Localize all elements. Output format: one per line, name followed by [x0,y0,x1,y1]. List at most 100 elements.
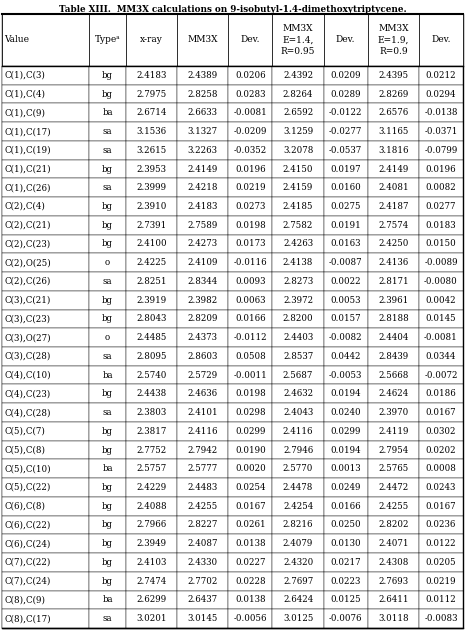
Bar [126,234,177,253]
Text: -0.0081: -0.0081 [424,333,458,342]
Text: C(6),C(24): C(6),C(24) [4,539,50,548]
Bar [177,122,228,141]
Bar [126,572,177,590]
Bar [126,609,177,628]
Text: 0.0167: 0.0167 [235,501,266,511]
Text: C(1),C(21): C(1),C(21) [4,164,51,173]
Bar [419,14,463,66]
Bar [419,159,463,178]
Text: 0.0299: 0.0299 [235,427,266,436]
Text: C(4),C(28): C(4),C(28) [4,408,51,417]
Bar [2,515,89,534]
Text: 2.4229: 2.4229 [137,483,167,492]
Text: 2.7975: 2.7975 [137,89,167,99]
Bar [89,141,126,159]
Text: C(1),C(9): C(1),C(9) [4,108,45,117]
Text: 0.0197: 0.0197 [330,164,361,173]
Bar [177,459,228,478]
Bar [126,309,177,328]
Bar [89,515,126,534]
Bar [228,347,272,366]
Text: 2.4138: 2.4138 [283,258,313,267]
Bar [324,459,368,478]
Text: 2.4071: 2.4071 [378,539,409,548]
Text: bg: bg [102,295,113,305]
Bar [272,234,324,253]
Bar [228,459,272,478]
Text: 0.0063: 0.0063 [235,295,266,305]
Bar [89,440,126,459]
Bar [126,347,177,366]
Bar [368,216,419,234]
Text: 2.8344: 2.8344 [188,277,218,286]
Text: 3.1165: 3.1165 [378,127,409,136]
Bar [2,84,89,103]
Bar [324,253,368,272]
Bar [177,141,228,159]
Text: 2.4116: 2.4116 [187,427,218,436]
Text: C(4),C(10): C(4),C(10) [4,370,51,380]
Bar [228,497,272,515]
Text: 2.6437: 2.6437 [188,595,218,604]
Bar [89,497,126,515]
Text: Dev.: Dev. [431,35,451,45]
Text: 2.6299: 2.6299 [137,595,167,604]
Text: C(5),C(7): C(5),C(7) [4,427,45,436]
Bar [324,291,368,309]
Text: 0.0217: 0.0217 [330,558,361,567]
Bar [126,478,177,497]
Bar [324,366,368,384]
Text: 0.0196: 0.0196 [235,164,266,173]
Text: 0.0167: 0.0167 [425,501,456,511]
Text: 2.3817: 2.3817 [136,427,167,436]
Bar [368,553,419,572]
Bar [126,515,177,534]
Text: Value: Value [4,35,29,45]
Text: 0.0166: 0.0166 [235,314,266,323]
Text: 2.8273: 2.8273 [283,277,313,286]
Text: 0.0209: 0.0209 [330,71,361,80]
Bar [419,553,463,572]
Bar [368,534,419,553]
Bar [272,103,324,122]
Text: 2.8202: 2.8202 [378,520,409,529]
Text: 0.0138: 0.0138 [235,539,266,548]
Bar [324,309,368,328]
Text: 2.4119: 2.4119 [378,427,409,436]
Text: 2.4255: 2.4255 [188,501,218,511]
Bar [2,159,89,178]
Text: -0.0053: -0.0053 [329,370,362,380]
Text: 0.0008: 0.0008 [425,464,456,473]
Text: C(3),C(21): C(3),C(21) [4,295,50,305]
Bar [272,309,324,328]
Text: 2.4308: 2.4308 [378,558,409,567]
Bar [324,159,368,178]
Bar [419,216,463,234]
Text: -0.0537: -0.0537 [329,146,362,155]
Bar [368,14,419,66]
Bar [89,328,126,347]
Bar [228,478,272,497]
Bar [272,328,324,347]
Text: 2.8258: 2.8258 [187,89,218,99]
Text: 2.4183: 2.4183 [136,71,167,80]
Bar [2,384,89,403]
Bar [177,515,228,534]
Text: 2.4159: 2.4159 [283,183,313,192]
Text: 0.0160: 0.0160 [330,183,361,192]
Text: Table XIII.  MM3X calculations on 9-isobutyl-1.4-dimethoxytriptycene.: Table XIII. MM3X calculations on 9-isobu… [59,5,406,14]
Bar [368,497,419,515]
Bar [368,234,419,253]
Bar [126,84,177,103]
Text: 0.0150: 0.0150 [425,239,456,248]
Text: 2.5777: 2.5777 [188,464,218,473]
Text: 2.4081: 2.4081 [378,183,409,192]
Text: -0.0112: -0.0112 [233,333,267,342]
Text: 0.0344: 0.0344 [426,352,456,361]
Bar [2,66,89,84]
Text: C(3),C(23): C(3),C(23) [4,314,50,323]
Text: 0.0273: 0.0273 [235,202,266,211]
Bar [419,440,463,459]
Text: 3.2263: 3.2263 [188,146,218,155]
Text: 2.4632: 2.4632 [283,389,313,398]
